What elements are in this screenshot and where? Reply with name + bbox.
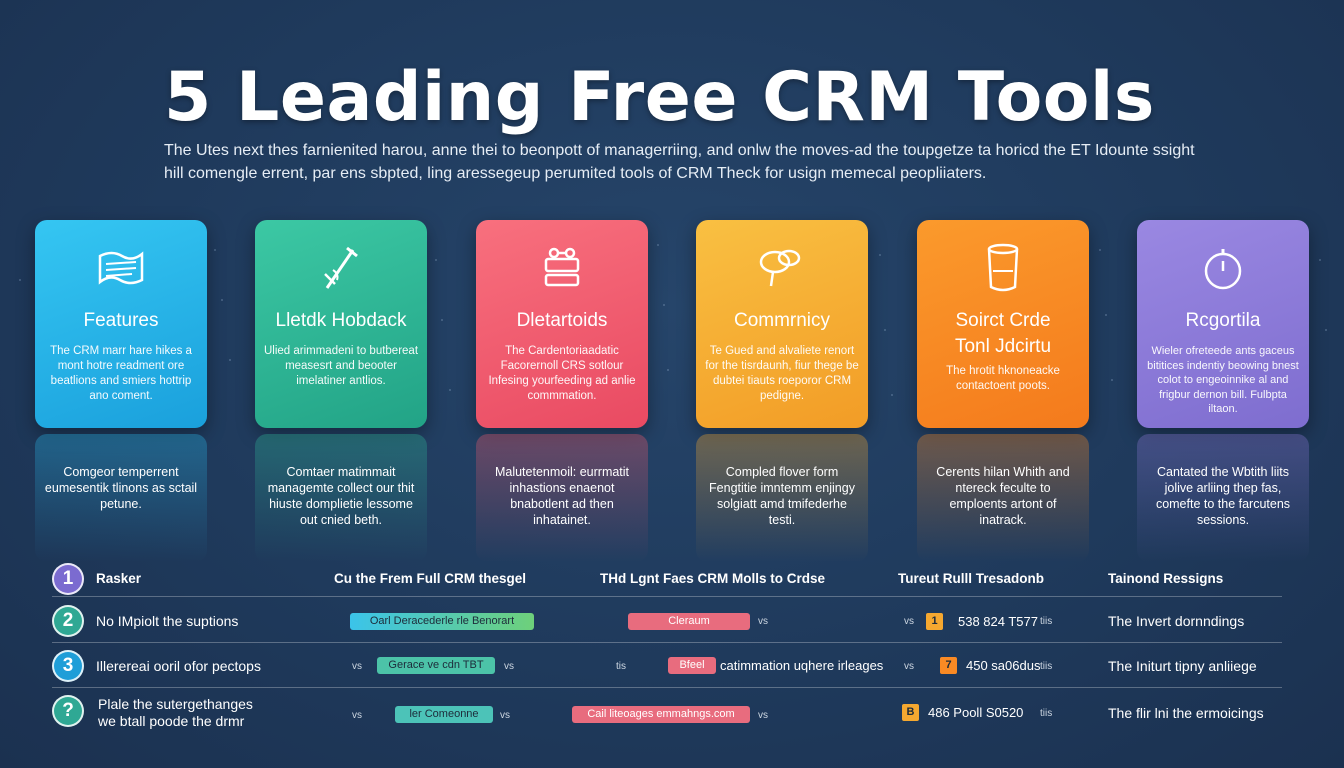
card-title: Commrnicy	[733, 310, 831, 331]
card-description: The hrotit hknoneacke contactoent poots.	[946, 365, 1060, 392]
vs-label: tis	[616, 661, 626, 672]
row-resource: The Initurt tipny anliiege	[1108, 658, 1257, 674]
card-title: Lletdk Hobdack	[275, 310, 407, 331]
card-reflection: Comtaer matimmait managemte collect our …	[255, 434, 427, 562]
row-number-badge: 3	[52, 650, 84, 682]
card-reflection: Cerents hilan Whith and ntereck feculte …	[917, 434, 1089, 562]
row-number-badge: 2	[52, 605, 84, 637]
row-value: 538 824 T577	[958, 614, 1038, 629]
column-header: THd Lgnt Faes CRM Molls to Crdse	[600, 571, 826, 586]
row-value: 450 sa06dus	[966, 658, 1041, 673]
row-note: catimmation uqhere irleages	[720, 658, 884, 673]
vs-label: vs	[758, 710, 768, 721]
table-row[interactable]: 3 Illerereai ooril ofor pectops vs Gerac…	[52, 643, 1282, 688]
column-header: Cu the Frem Full CRM thesgel	[334, 571, 527, 586]
tag-pill: Gerace ve cdn TBT	[377, 657, 495, 674]
card-description: Wieler ofreteede ants gaceus bititices i…	[1147, 345, 1299, 415]
table-row[interactable]: ? Plale the sutergethanges we btall pood…	[52, 688, 1282, 738]
subtitle-line-2: hill comengle errent, par ens sbpted, li…	[164, 165, 987, 182]
card-community[interactable]: Commrnicy Te Gued and alvaliete renort f…	[696, 220, 868, 428]
card-description: The Cardentoriaadatic Facorernoll CRS so…	[488, 345, 636, 402]
card-title: Rcgortila	[1185, 310, 1261, 331]
row-number-badge: ?	[52, 695, 84, 727]
row-unit: tiis	[1040, 661, 1053, 672]
rank-square: 1	[926, 613, 943, 630]
card-tracking[interactable]: Lletdk Hobdack Ulied arimmadeni to butbe…	[255, 220, 427, 428]
column-header: Tureut Rulll Tresadonb	[898, 571, 1045, 586]
page-subtitle: The Utes next thes farnienited harou, an…	[164, 139, 1224, 185]
card-reflection: Cantated the Wbtith liits jolive arliing…	[1137, 434, 1309, 562]
card-database[interactable]: Dletartoids The Cardentoriaadatic Facore…	[476, 220, 648, 428]
jar-icon	[975, 242, 1031, 294]
row-name: Plale the sutergethanges	[98, 696, 253, 712]
rank-square: B	[902, 704, 919, 721]
card-reflection: Malutetenmoil: eurrmatit inhastions enae…	[476, 434, 648, 562]
vs-label: vs	[352, 710, 362, 721]
vs-label: vs	[758, 616, 768, 627]
stopwatch-icon	[1195, 242, 1251, 294]
row-unit: tiis	[1040, 708, 1053, 719]
row-resource: The flir lni the ermoicings	[1108, 705, 1264, 721]
rank-square: 7	[940, 657, 957, 674]
card-reflection: Comgeor temperrent eumesentik tlinons as…	[35, 434, 207, 562]
card-description: Te Gued and alvaliete renort for the tis…	[705, 345, 859, 402]
card-subtitle: Tonl Jdcirtu	[954, 336, 1052, 357]
tag-pill: Oarl Deracederle rle Benorart	[350, 613, 534, 630]
row-value: 486 Pooll S0520	[928, 705, 1024, 720]
card-reporting[interactable]: Rcgortila Wieler ofreteede ants gaceus b…	[1137, 220, 1309, 428]
document-icon	[93, 242, 149, 294]
card-reflection: Compled flover form Fengtitie imntemm en…	[696, 434, 868, 562]
row-name: Illerereai ooril ofor pectops	[96, 658, 261, 674]
vs-label: vs	[904, 616, 914, 627]
column-header: Rasker	[96, 571, 142, 586]
row-number-badge: 1	[52, 563, 84, 595]
vs-label: vs	[500, 710, 510, 721]
row-name-line-2: we btall poode the drmr	[98, 713, 245, 729]
feature-cards: Features The CRM marr hare hikes a mont …	[35, 220, 1311, 562]
tag-pill: Bfeel	[668, 657, 716, 674]
card-features[interactable]: Features The CRM marr hare hikes a mont …	[35, 220, 207, 428]
page-title: 5 Leading Free CRM Tools	[164, 58, 1155, 137]
card-title: Dletartoids	[516, 310, 608, 331]
vs-label: vs	[352, 661, 362, 672]
subtitle-line-1: The Utes next thes farnienited harou, an…	[164, 142, 1195, 159]
chat-bubbles-icon	[754, 242, 810, 294]
pen-tool-icon	[313, 242, 369, 294]
card-title: Features	[83, 310, 159, 331]
card-description: Ulied arimmadeni to butbereat measesrt a…	[263, 345, 419, 387]
row-resource: The Invert dornndings	[1108, 613, 1245, 629]
row-name: No IMpiolt the suptions	[96, 613, 239, 629]
table-row[interactable]: 2 No IMpiolt the suptions Oarl Deraceder…	[52, 598, 1282, 643]
table-header-row: 1 Rasker Cu the Frem Full CRM thesgel TH…	[52, 560, 1282, 597]
tag-pill: ler Comeonne	[395, 706, 493, 723]
card-description: The CRM marr hare hikes a mont hotre rea…	[50, 345, 192, 402]
vs-label: vs	[504, 661, 514, 672]
database-icon	[534, 242, 590, 294]
row-unit: tiis	[1040, 616, 1053, 627]
vs-label: vs	[904, 661, 914, 672]
tag-pill: Cail liteoages emmahngs.com	[572, 706, 750, 723]
tag-pill: Cleraum	[628, 613, 750, 630]
card-support[interactable]: Soirct Crde Tonl Jdcirtu The hrotit hkno…	[917, 220, 1089, 428]
column-header: Tainond Ressigns	[1108, 571, 1224, 586]
card-title: Soirct Crde	[955, 310, 1051, 331]
